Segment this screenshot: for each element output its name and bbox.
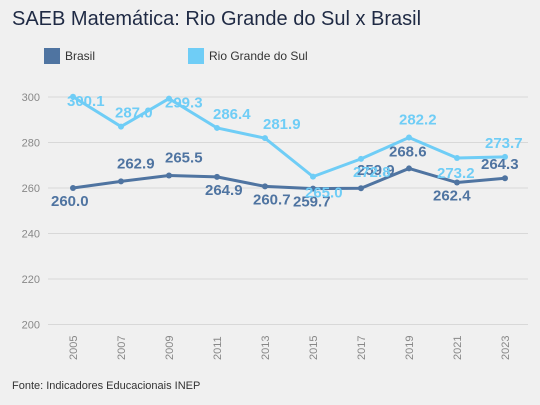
y-tick-label: 260 [22,183,40,195]
data-label-0-2: 265.5 [165,149,203,166]
data-label-0-8: 262.4 [433,188,471,205]
x-tick-label: 2017 [356,336,368,360]
legend-swatch-brasil [44,48,60,64]
legend-item-rio-grande-do-sul: Rio Grande do Sul [188,48,308,64]
x-tick-label: 2009 [164,336,176,360]
series-line-1 [72,95,506,179]
data-label-0-1: 262.9 [117,155,155,172]
data-label-0-7: 268.6 [389,143,427,160]
x-tick-label: 2011 [212,336,224,360]
data-label-0-5: 259.7 [293,194,331,211]
data-label-1-4: 281.9 [263,116,301,133]
data-point-1-7 [406,134,412,141]
data-point-0-1 [118,178,124,185]
y-tick-label: 240 [22,229,40,241]
data-point-1-2 [166,95,172,102]
y-tick-label: 280 [22,138,40,150]
y-tick-label: 300 [22,92,40,104]
data-label-1-2: 299.3 [165,95,203,112]
x-tick-label: 2007 [116,336,128,360]
data-point-0-7 [406,165,412,172]
data-label-1-5: 265.0 [305,185,343,202]
legend-swatch-rio-grande-do-sul [188,48,204,64]
data-point-1-9 [502,153,508,160]
data-point-0-4 [262,183,268,190]
data-point-0-8 [454,179,460,186]
data-point-1-4 [262,135,268,142]
data-point-1-6 [358,155,364,162]
data-point-0-9 [502,175,508,182]
x-tick-label: 2015 [308,336,320,360]
data-point-1-0 [70,93,76,100]
x-tick-label: 2021 [452,336,464,360]
data-label-1-3: 286.4 [213,106,251,123]
legend-item-brasil: Brasil [44,48,95,64]
y-tick-label: 220 [22,274,40,286]
data-point-1-3 [214,124,220,131]
data-point-1-5 [310,173,316,180]
data-label-0-6: 259.9 [357,162,395,179]
y-tick-label: 200 [22,320,40,332]
data-label-0-9: 264.3 [481,156,519,173]
data-point-1-8 [454,154,460,161]
data-label-1-6: 272.8 [353,164,391,181]
data-label-1-0: 300.1 [67,93,105,110]
data-label-0-4: 260.7 [253,191,291,208]
x-tick-label: 2023 [500,336,512,360]
series-line-0 [72,166,506,191]
data-point-1-1 [118,123,124,130]
legend-label-brasil: Brasil [65,49,96,63]
data-label-1-9: 273.7 [485,135,523,152]
data-label-1-8: 273.2 [437,165,475,182]
chart-title: SAEB Matemática: Rio Grande do Sul x Bra… [12,8,422,30]
data-label-1-7: 282.2 [399,111,437,128]
data-label-1-1: 287.0 [115,105,153,122]
data-label-0-3: 264.9 [205,182,243,199]
data-point-0-0 [70,185,76,191]
source-note: Fonte: Indicadores Educacionais INEP [12,380,201,392]
x-tick-label: 2005 [68,336,80,360]
data-point-0-5 [310,185,316,192]
data-label-0-0: 260.0 [51,193,89,210]
data-point-0-3 [214,173,220,180]
data-point-0-2 [166,172,172,179]
data-point-0-6 [358,185,364,192]
legend-label-rio-grande-do-sul: Rio Grande do Sul [209,49,308,63]
x-tick-label: 2019 [404,336,416,360]
x-tick-label: 2013 [260,336,272,360]
